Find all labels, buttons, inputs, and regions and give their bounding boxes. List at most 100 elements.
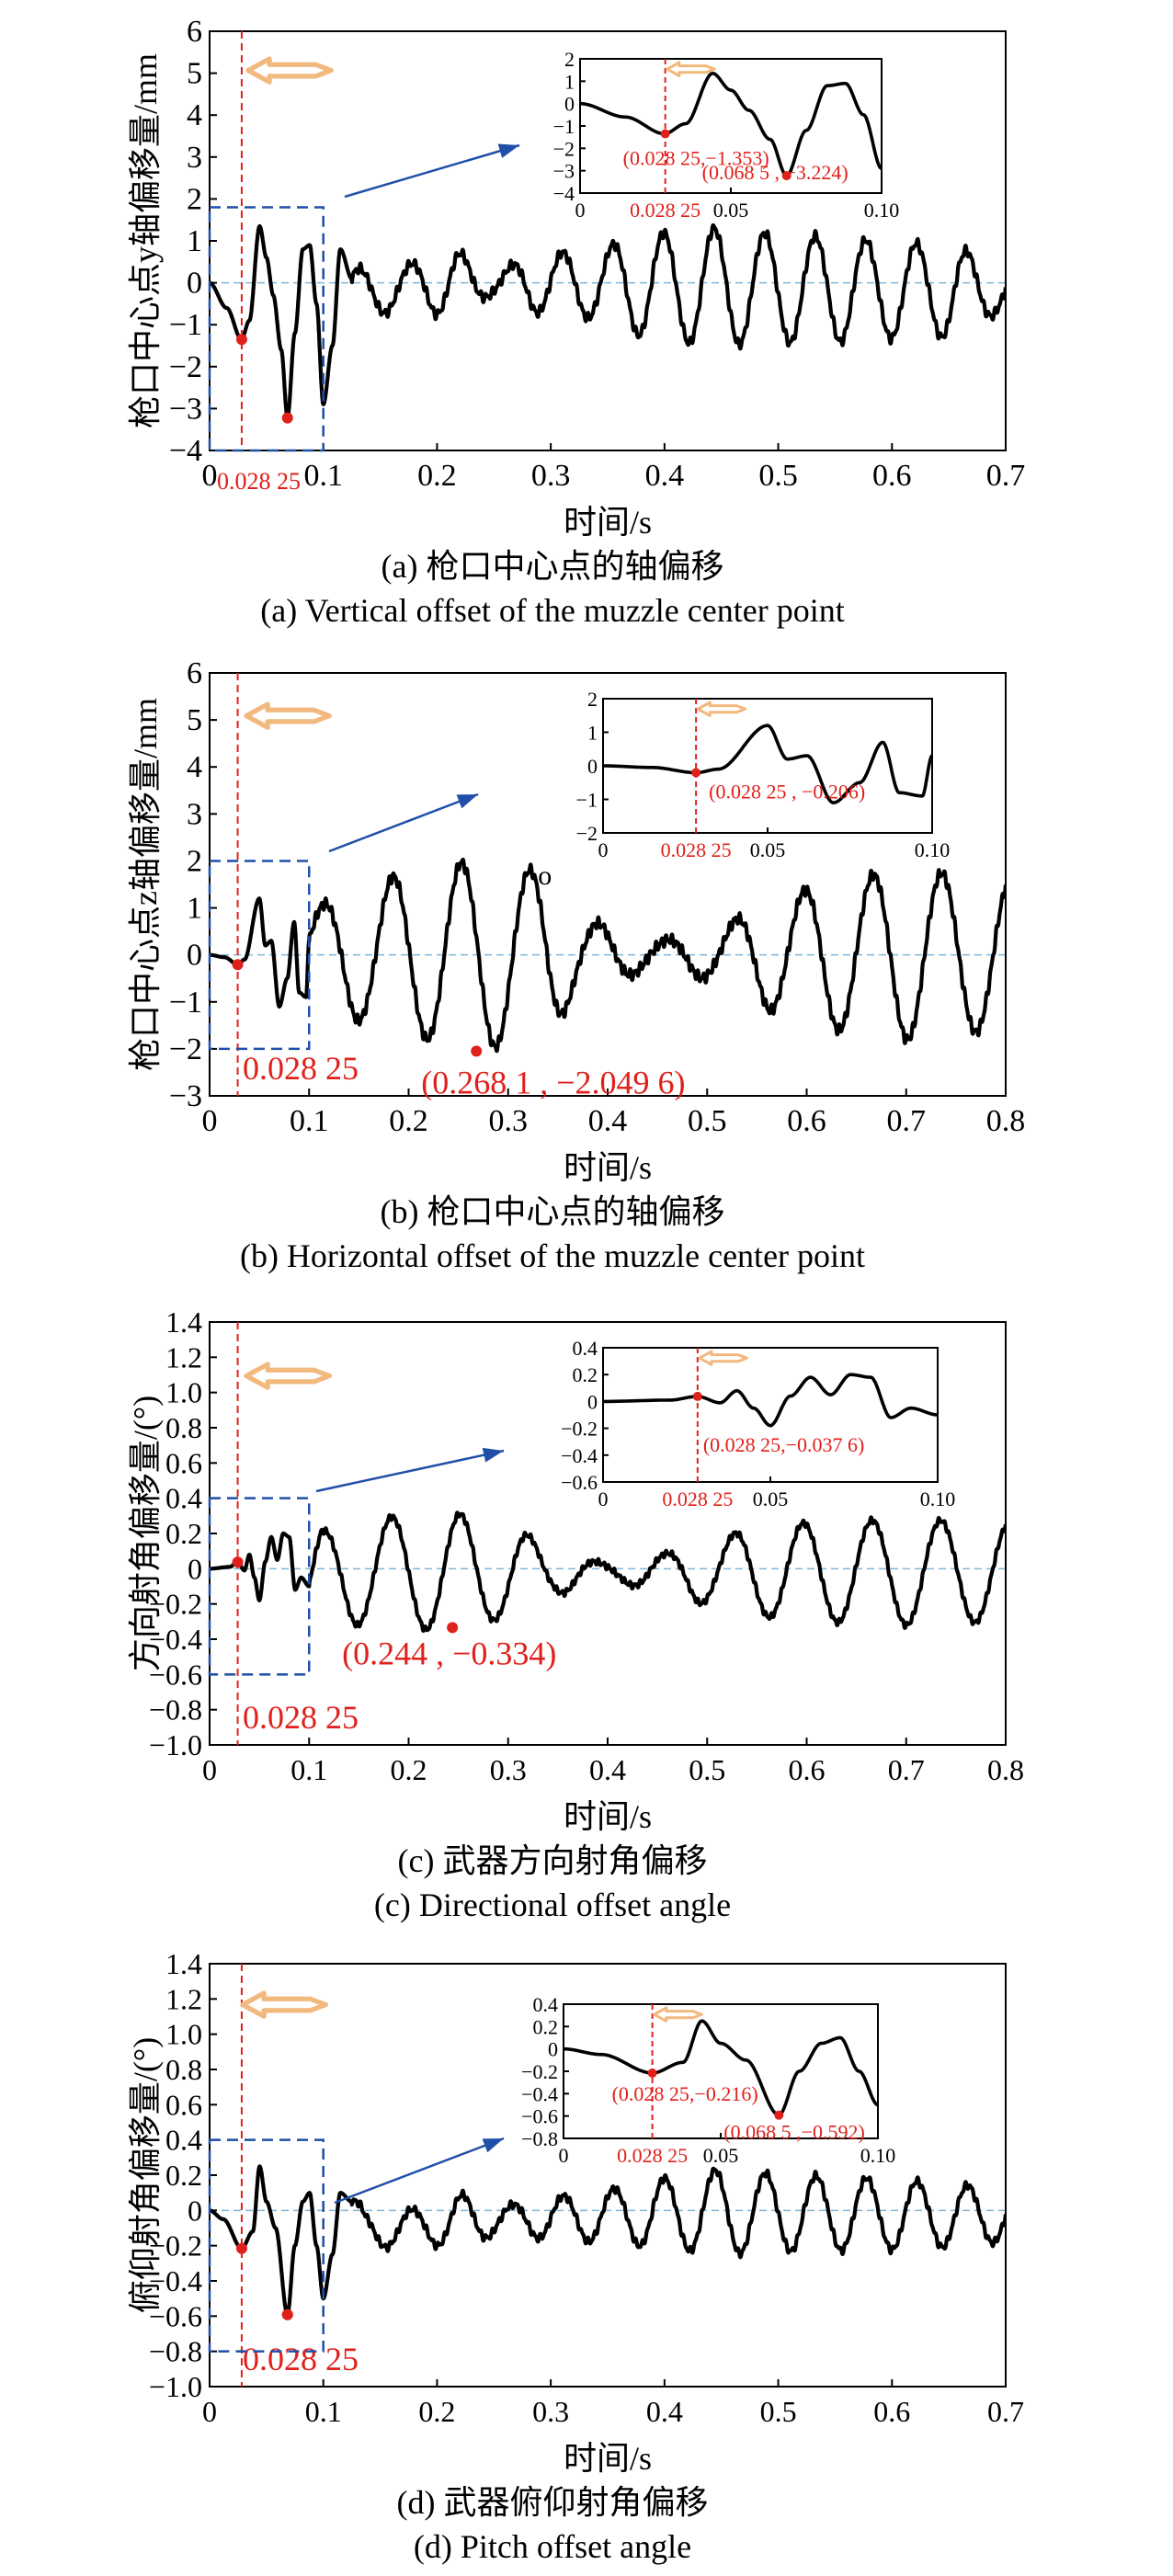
y-tick-label: 0.4 [165, 1482, 202, 1515]
y-tick-label: 1.2 [165, 1340, 202, 1373]
inset-y-tick-label: 0.4 [533, 1993, 559, 2016]
inset-bg [564, 2004, 878, 2138]
inset-bg [580, 59, 882, 193]
panel-d: 0 0.1 0.2 0.3 0.4 0.5 0.6 0.7−1.0−0.8−0.6−0.4−0… [127, 1947, 1024, 2565]
inset-data-point [660, 129, 670, 139]
zoom-box [208, 1497, 311, 1676]
y-tick-label: 1.4 [165, 1947, 202, 1980]
x-tick-label: 0.3 [532, 2395, 569, 2428]
inset-x-tick-label: 0.10 [860, 2144, 896, 2167]
inset-data-point [692, 1391, 702, 1401]
x-tick-label: 0 [202, 2395, 217, 2428]
x-tick-label: 0.8 [987, 1753, 1024, 1786]
y-tick-label: 0.8 [165, 2053, 202, 2086]
y-axis-label: 俯仰射角偏移量/(°) [127, 2037, 164, 2313]
zoom-arrow [315, 1449, 505, 1493]
zoom-arrow-head [456, 794, 478, 809]
y-tick-label: −2 [169, 350, 202, 384]
inset-y-tick-label: −0.6 [561, 1471, 598, 1494]
series-line [210, 222, 1006, 420]
inset-y-tick-label: −0.2 [561, 1418, 598, 1441]
zoom-box [208, 860, 311, 1051]
y-tick-label: −0.8 [149, 2335, 202, 2368]
zoom-arrow-head [482, 1447, 504, 1463]
inset-x-tick-label: 0.05 [750, 838, 786, 861]
inset-marker-label: 0.028 25 [661, 838, 732, 861]
x-tick-label: 0.1 [305, 2395, 342, 2428]
x-tick-label: 0 [202, 1104, 218, 1138]
inset-series-line [564, 2019, 878, 2117]
bullet-icon [245, 56, 334, 85]
x-tick-label: 0.1 [303, 459, 343, 493]
bullet-icon [244, 1362, 332, 1390]
marker-label: 0.028 25 [243, 2341, 359, 2377]
inset-y-tick-label: −1 [553, 115, 575, 138]
y-tick-label: −0.2 [149, 1588, 202, 1621]
y-tick-label: −2 [169, 1032, 202, 1066]
marker-label: 0.028 25 [243, 1699, 359, 1736]
inset-x-tick-label: 0.05 [703, 2144, 739, 2167]
data-point [281, 2308, 293, 2320]
inset-point-label: (0.028 25 , −0.206) [709, 781, 865, 804]
inset-data-point [774, 2110, 784, 2120]
panel-b: 0 0.1 0.2 0.3 0.4 0.5 0.6 0.7 0.8 −3 −2 −1 0 1 2 3 4 5 6 枪口… [127, 656, 1025, 1274]
inset-data-point [647, 2068, 657, 2078]
inset-y-tick-label: 0 [548, 2038, 558, 2061]
zoom-arrow [344, 143, 520, 199]
inset-x-tick-label: 0 [575, 199, 586, 222]
x-tick-label: 0.5 [758, 459, 798, 493]
x-tick-label: 0.4 [646, 2395, 683, 2428]
inset-x-tick-label: 0.05 [713, 199, 749, 222]
inset-y-tick-label: 0 [587, 755, 598, 778]
inset-y-tick-label: −0.2 [521, 2060, 558, 2083]
data-point [235, 2242, 247, 2254]
y-tick-label: −0.6 [149, 1658, 202, 1691]
y-tick-label: −1 [169, 986, 202, 1020]
inset-y-tick-label: −0.6 [521, 2105, 558, 2128]
y-tick-label: 0.6 [165, 2088, 202, 2121]
x-tick-label: 0.2 [418, 2395, 455, 2428]
inset-series-line [603, 724, 932, 804]
inset-y-tick-label: 1 [587, 722, 598, 745]
data-point [471, 1045, 483, 1057]
y-tick-label: 0.8 [165, 1411, 202, 1444]
inset-y-tick-label: 0.2 [573, 1363, 598, 1386]
x-tick-label: 0.7 [987, 2395, 1024, 2428]
point-label: (0.244 , −0.334) [342, 1635, 556, 1671]
inset-series-line [603, 1373, 938, 1428]
inset-y-tick-label: 2 [587, 688, 598, 711]
x-axis-label: 时间/s [564, 504, 652, 541]
zoom-box [208, 206, 325, 452]
inset-data-point [781, 171, 791, 181]
y-tick-label: 0.2 [165, 2159, 202, 2192]
y-axis-label: 枪口中心点z轴偏移量/mm [127, 698, 164, 1071]
caption-en: (c) Directional offset angle [374, 1886, 731, 1923]
y-tick-label: −4 [169, 434, 202, 468]
inset-y-tick-label: −0.8 [521, 2127, 558, 2150]
x-tick-label: 0.5 [688, 1104, 727, 1138]
data-point [232, 1556, 244, 1568]
inset-y-tick-label: −2 [553, 137, 575, 160]
caption-cn: (c) 武器方向射角偏移 [398, 1842, 708, 1879]
inset-y-tick-label: 0.4 [573, 1337, 598, 1360]
inset-x-tick-label: 0.10 [915, 838, 951, 861]
inset-plot: 0 0.05 0.10 −0.6 −0.4 −0.2 0 0.2 0.4 0.028 25 (0.0… [561, 1337, 955, 1510]
bullet-icon [244, 701, 332, 730]
inset-x-tick-label: 0.10 [864, 199, 900, 222]
y-tick-label: 3 [187, 141, 202, 175]
zoom-arrow [328, 792, 479, 853]
y-axis-label: 枪口中心点y轴偏移量/mm [127, 53, 164, 428]
inset-y-tick-label: 2 [564, 48, 575, 71]
inset-plot: 0 0.05 0.10 −2 −1 0 1 2 0.028 25 (0.028 25 , −0.2… [576, 688, 951, 861]
series-line [210, 2164, 1006, 2317]
y-tick-label: −0.4 [149, 1623, 202, 1656]
y-tick-label: 6 [187, 656, 202, 690]
bullet-icon [240, 1990, 328, 2019]
x-tick-label: 0.4 [589, 1753, 626, 1786]
y-tick-label: 0.2 [165, 1517, 202, 1550]
inset-x-tick-label: 0 [598, 1487, 609, 1510]
caption-cn: (b) 枪口中心点的轴偏移 [381, 1193, 725, 1230]
y-tick-label: −0.4 [149, 2264, 202, 2297]
inset-point-label: (0.068 5 , −3.224) [702, 161, 848, 184]
x-tick-label: 0.6 [872, 459, 912, 493]
